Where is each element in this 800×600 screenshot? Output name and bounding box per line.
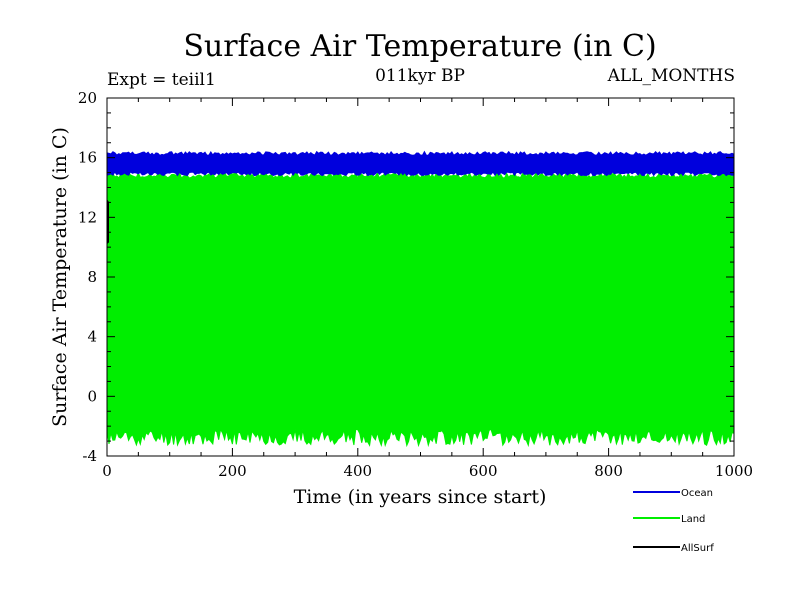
y-tick-label: 20 bbox=[78, 89, 97, 107]
y-tick-label: 12 bbox=[78, 208, 97, 226]
x-tick-label: 1000 bbox=[715, 462, 753, 480]
series-land bbox=[106, 171, 735, 448]
legend-label-ocean: Ocean bbox=[681, 488, 713, 499]
x-tick-label: 400 bbox=[343, 462, 372, 480]
chart-subtitle: 011kyr BP bbox=[375, 66, 465, 86]
months-label: ALL_MONTHS bbox=[607, 66, 735, 86]
legend: Ocean Land AllSurf bbox=[633, 488, 714, 554]
y-tick-label: 8 bbox=[87, 268, 97, 286]
axis-ticks: 0 200 400 600 800 1000 -4 0 4 8 12 16 20 bbox=[78, 89, 753, 480]
legend-label-land: Land bbox=[681, 514, 705, 525]
y-tick-label: 16 bbox=[78, 149, 97, 167]
y-tick-label: 0 bbox=[87, 387, 97, 405]
x-tick-label: 800 bbox=[594, 462, 623, 480]
x-tick-label: 200 bbox=[218, 462, 247, 480]
y-tick-label: 4 bbox=[87, 328, 97, 346]
series-ocean bbox=[106, 150, 735, 177]
x-axis-label: Time (in years since start) bbox=[294, 486, 547, 508]
x-tick-label: 0 bbox=[102, 462, 112, 480]
y-axis-label: Surface Air Temperature (in C) bbox=[49, 127, 71, 427]
plot-area bbox=[106, 150, 735, 448]
y-tick-label: -4 bbox=[82, 447, 97, 465]
experiment-label: Expt = teiil1 bbox=[107, 70, 216, 90]
legend-label-allsurf: AllSurf bbox=[681, 543, 714, 554]
series-band-ocean bbox=[106, 150, 735, 177]
series-band-land bbox=[106, 171, 735, 448]
x-tick-label: 600 bbox=[469, 462, 498, 480]
chart-title: Surface Air Temperature (in C) bbox=[183, 29, 656, 64]
